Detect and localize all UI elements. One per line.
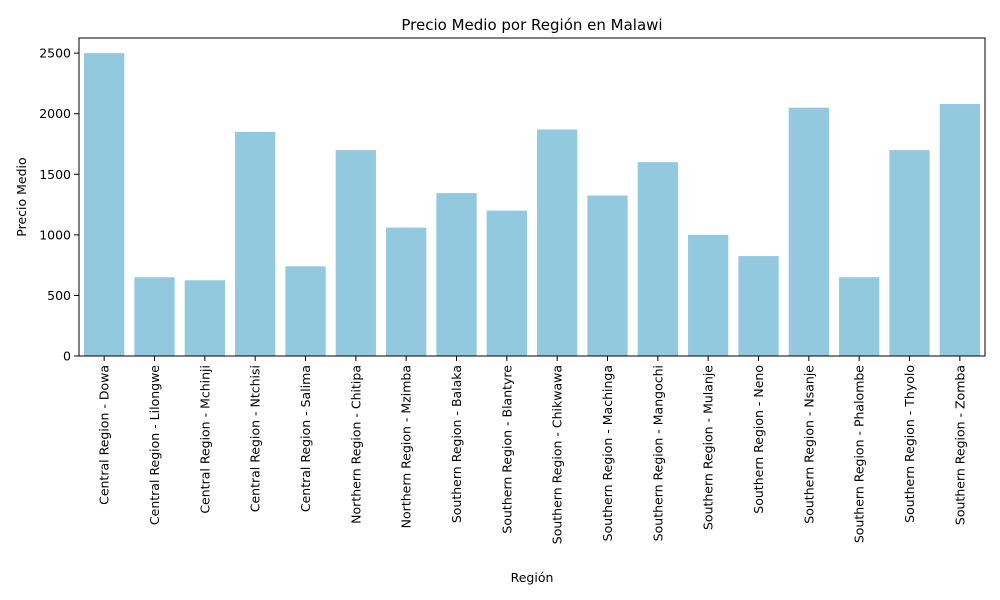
bar-15 (839, 277, 880, 356)
y-tick-label-1: 500 (47, 288, 71, 303)
bars-group (84, 53, 980, 357)
x-tick-label-3: Central Region - Ntchisi (248, 365, 263, 512)
x-tick-label-4: Central Region - Salima (298, 365, 313, 512)
bar-11 (637, 162, 678, 356)
x-tick-label-16: Southern Region - Thyolo (902, 365, 917, 523)
y-tick-label-4: 2000 (39, 106, 71, 121)
bar-16 (889, 150, 930, 356)
bar-7 (436, 193, 477, 356)
bar-8 (486, 210, 527, 356)
bar-12 (688, 234, 729, 356)
x-tick-label-9: Southern Region - Chikwawa (550, 365, 565, 544)
x-tick-label-15: Southern Region - Phalombe (852, 365, 867, 543)
x-tick-label-6: Northern Region - Mzimba (399, 365, 414, 528)
bar-17 (939, 104, 980, 357)
bar-5 (335, 150, 376, 356)
bar-14 (788, 107, 829, 356)
x-tick-label-1: Central Region - Lilongwe (147, 365, 162, 525)
x-tick-label-8: Southern Region - Blantyre (499, 365, 514, 534)
x-tick-label-11: Southern Region - Mangochi (650, 365, 665, 541)
x-tick-label-17: Southern Region - Zomba (952, 365, 967, 525)
bar-10 (587, 195, 628, 356)
x-tick-label-10: Southern Region - Machinga (600, 365, 615, 541)
chart-title: Precio Medio por Región en Malawi (401, 16, 662, 34)
y-tick-label-2: 1000 (39, 227, 71, 242)
x-axis-label: Región (511, 570, 554, 585)
bar-6 (386, 227, 427, 356)
bar-3 (235, 131, 276, 356)
x-axis: Central Region - Dowa Central Region - Li… (97, 356, 967, 544)
bar-9 (537, 129, 578, 356)
y-tick-label-5: 2500 (39, 46, 71, 61)
x-tick-label-14: Southern Region - Nsanje (801, 365, 816, 524)
y-axis-label: Precio Medio (14, 157, 29, 236)
bar-1 (134, 277, 175, 356)
y-tick-label-3: 1500 (39, 167, 71, 182)
bar-2 (184, 280, 225, 356)
bar-13 (738, 256, 779, 356)
y-tick-label-0: 0 (63, 349, 71, 364)
x-tick-label-5: Northern Region - Chitipa (348, 365, 363, 524)
plot-frame (78, 37, 986, 357)
bar-0 (84, 53, 125, 356)
bar-4 (285, 266, 326, 356)
x-tick-label-13: Southern Region - Neno (751, 365, 766, 514)
x-tick-label-7: Southern Region - Balaka (449, 365, 464, 523)
y-axis: 0 500 1000 1500 2000 2500 (39, 46, 79, 364)
x-tick-label-2: Central Region - Mchinji (197, 365, 212, 514)
x-tick-label-12: Southern Region - Mulanje (701, 365, 716, 530)
x-tick-label-0: Central Region - Dowa (97, 365, 112, 505)
